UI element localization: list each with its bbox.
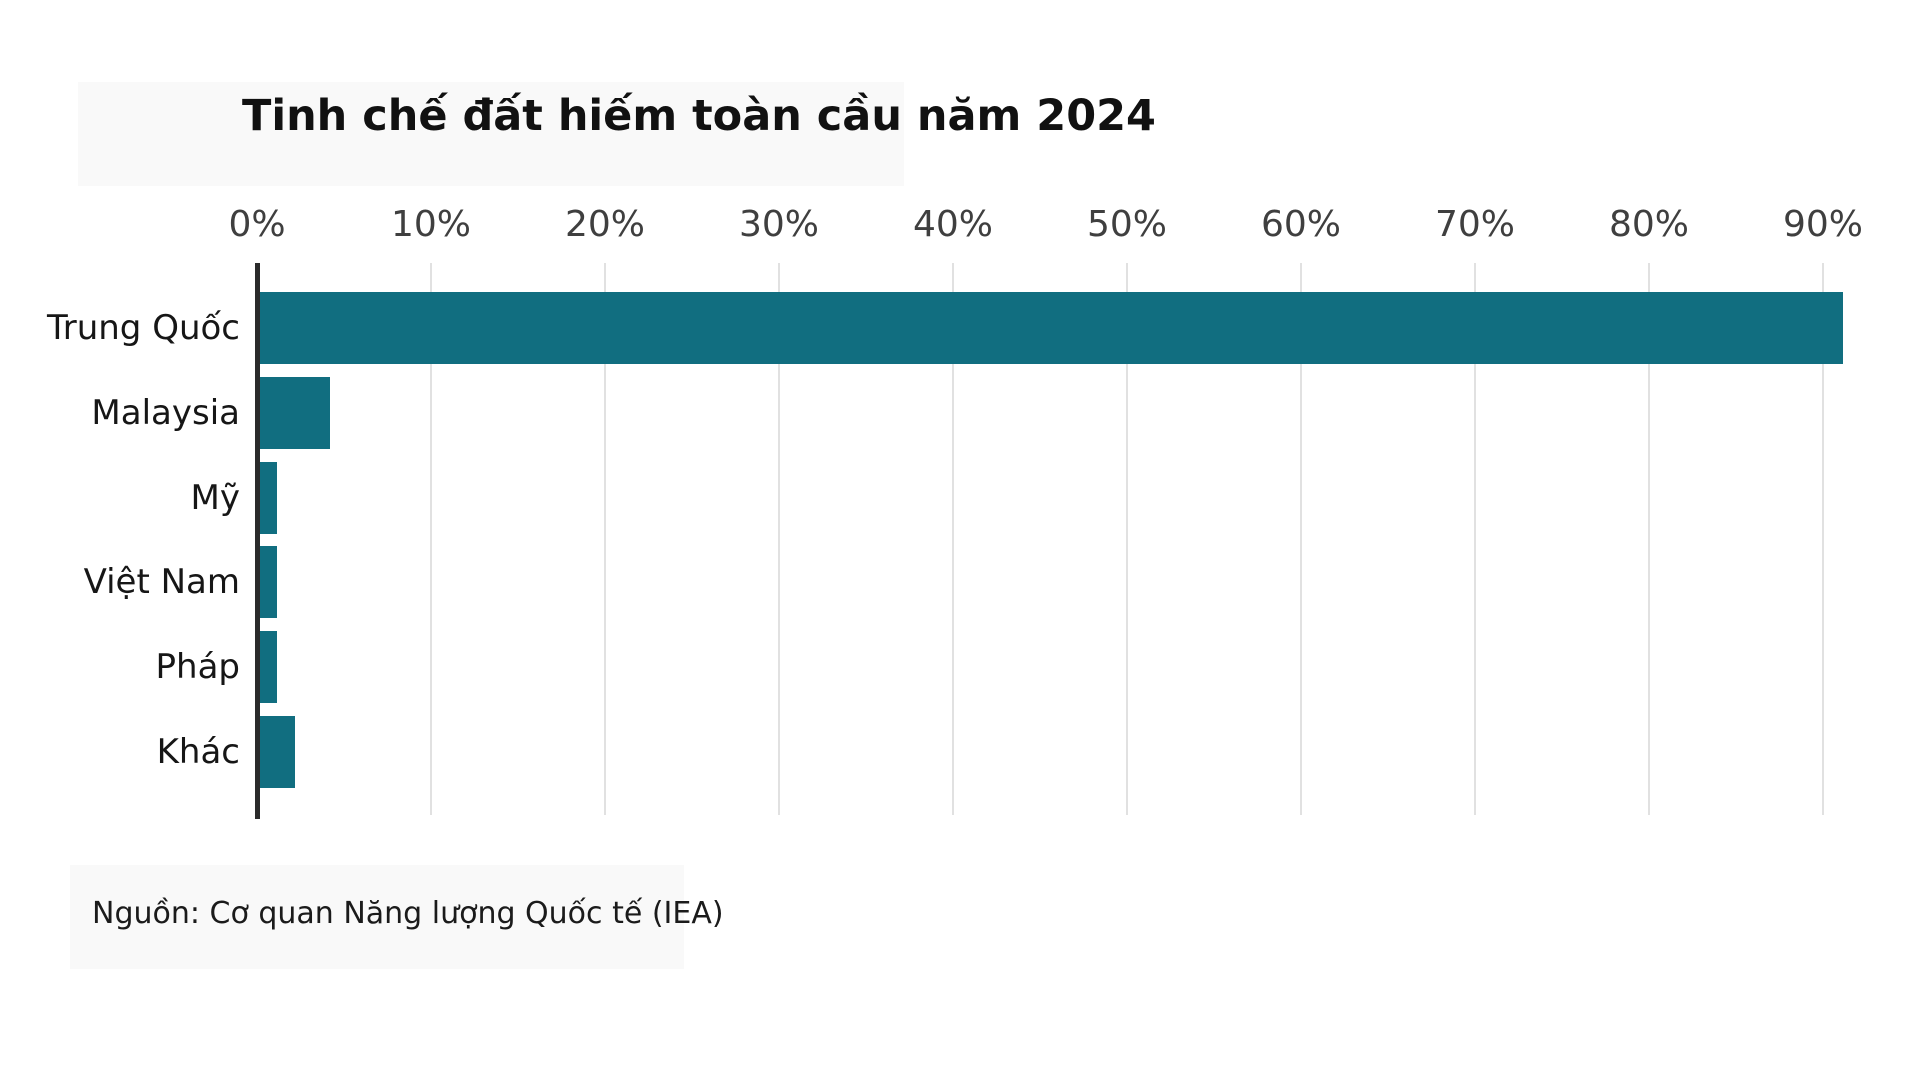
category-label: Malaysia [91,392,240,433]
x-tick-label: 20% [564,204,646,245]
category-label: Việt Nam [83,562,240,603]
source-background-panel [70,865,684,969]
y-axis-line [255,263,260,819]
x-tick-label: 10% [390,204,472,245]
x-tick-label: 0% [228,204,286,245]
chart-bar [260,376,330,449]
gridline [1648,263,1650,815]
gridline [604,263,606,815]
x-tick-label: 50% [1086,204,1168,245]
x-tick-label: 40% [912,204,994,245]
x-tick-label: 60% [1260,204,1342,245]
chart-bar [260,292,1844,364]
chart-bar [260,461,278,534]
x-tick-label: 30% [738,204,820,245]
gridline [1300,263,1302,815]
chart-title: Tinh chế đất hiếm toàn cầu năm 2024 [242,91,1156,141]
y-axis-category-labels: Trung Quốc Malaysia Mỹ Việt Nam Pháp Khác [0,263,240,815]
plot-area [255,263,1857,819]
gridline [1474,263,1476,815]
chart-bar [260,716,295,788]
chart-bar [260,546,278,619]
x-tick-label: 80% [1608,204,1690,245]
category-label: Khác [156,732,240,772]
gridline [1126,263,1128,815]
gridline [952,263,954,815]
gridline [430,263,432,815]
x-tick-label: 70% [1434,204,1516,245]
category-label: Trung Quốc [46,308,240,348]
gridline [1822,263,1824,815]
source-caption: Nguồn: Cơ quan Năng lượng Quốc tế (IEA) [92,896,724,931]
x-axis-tick-labels: 0% 10% 20% 30% 40% 50% 60% 70% 80% 90% [0,204,1920,248]
chart-bar [260,631,278,704]
x-tick-label: 90% [1782,204,1864,245]
title-background-panel [78,82,904,186]
gridline [778,263,780,815]
category-label: Pháp [155,647,240,688]
category-label: Mỹ [190,477,240,518]
